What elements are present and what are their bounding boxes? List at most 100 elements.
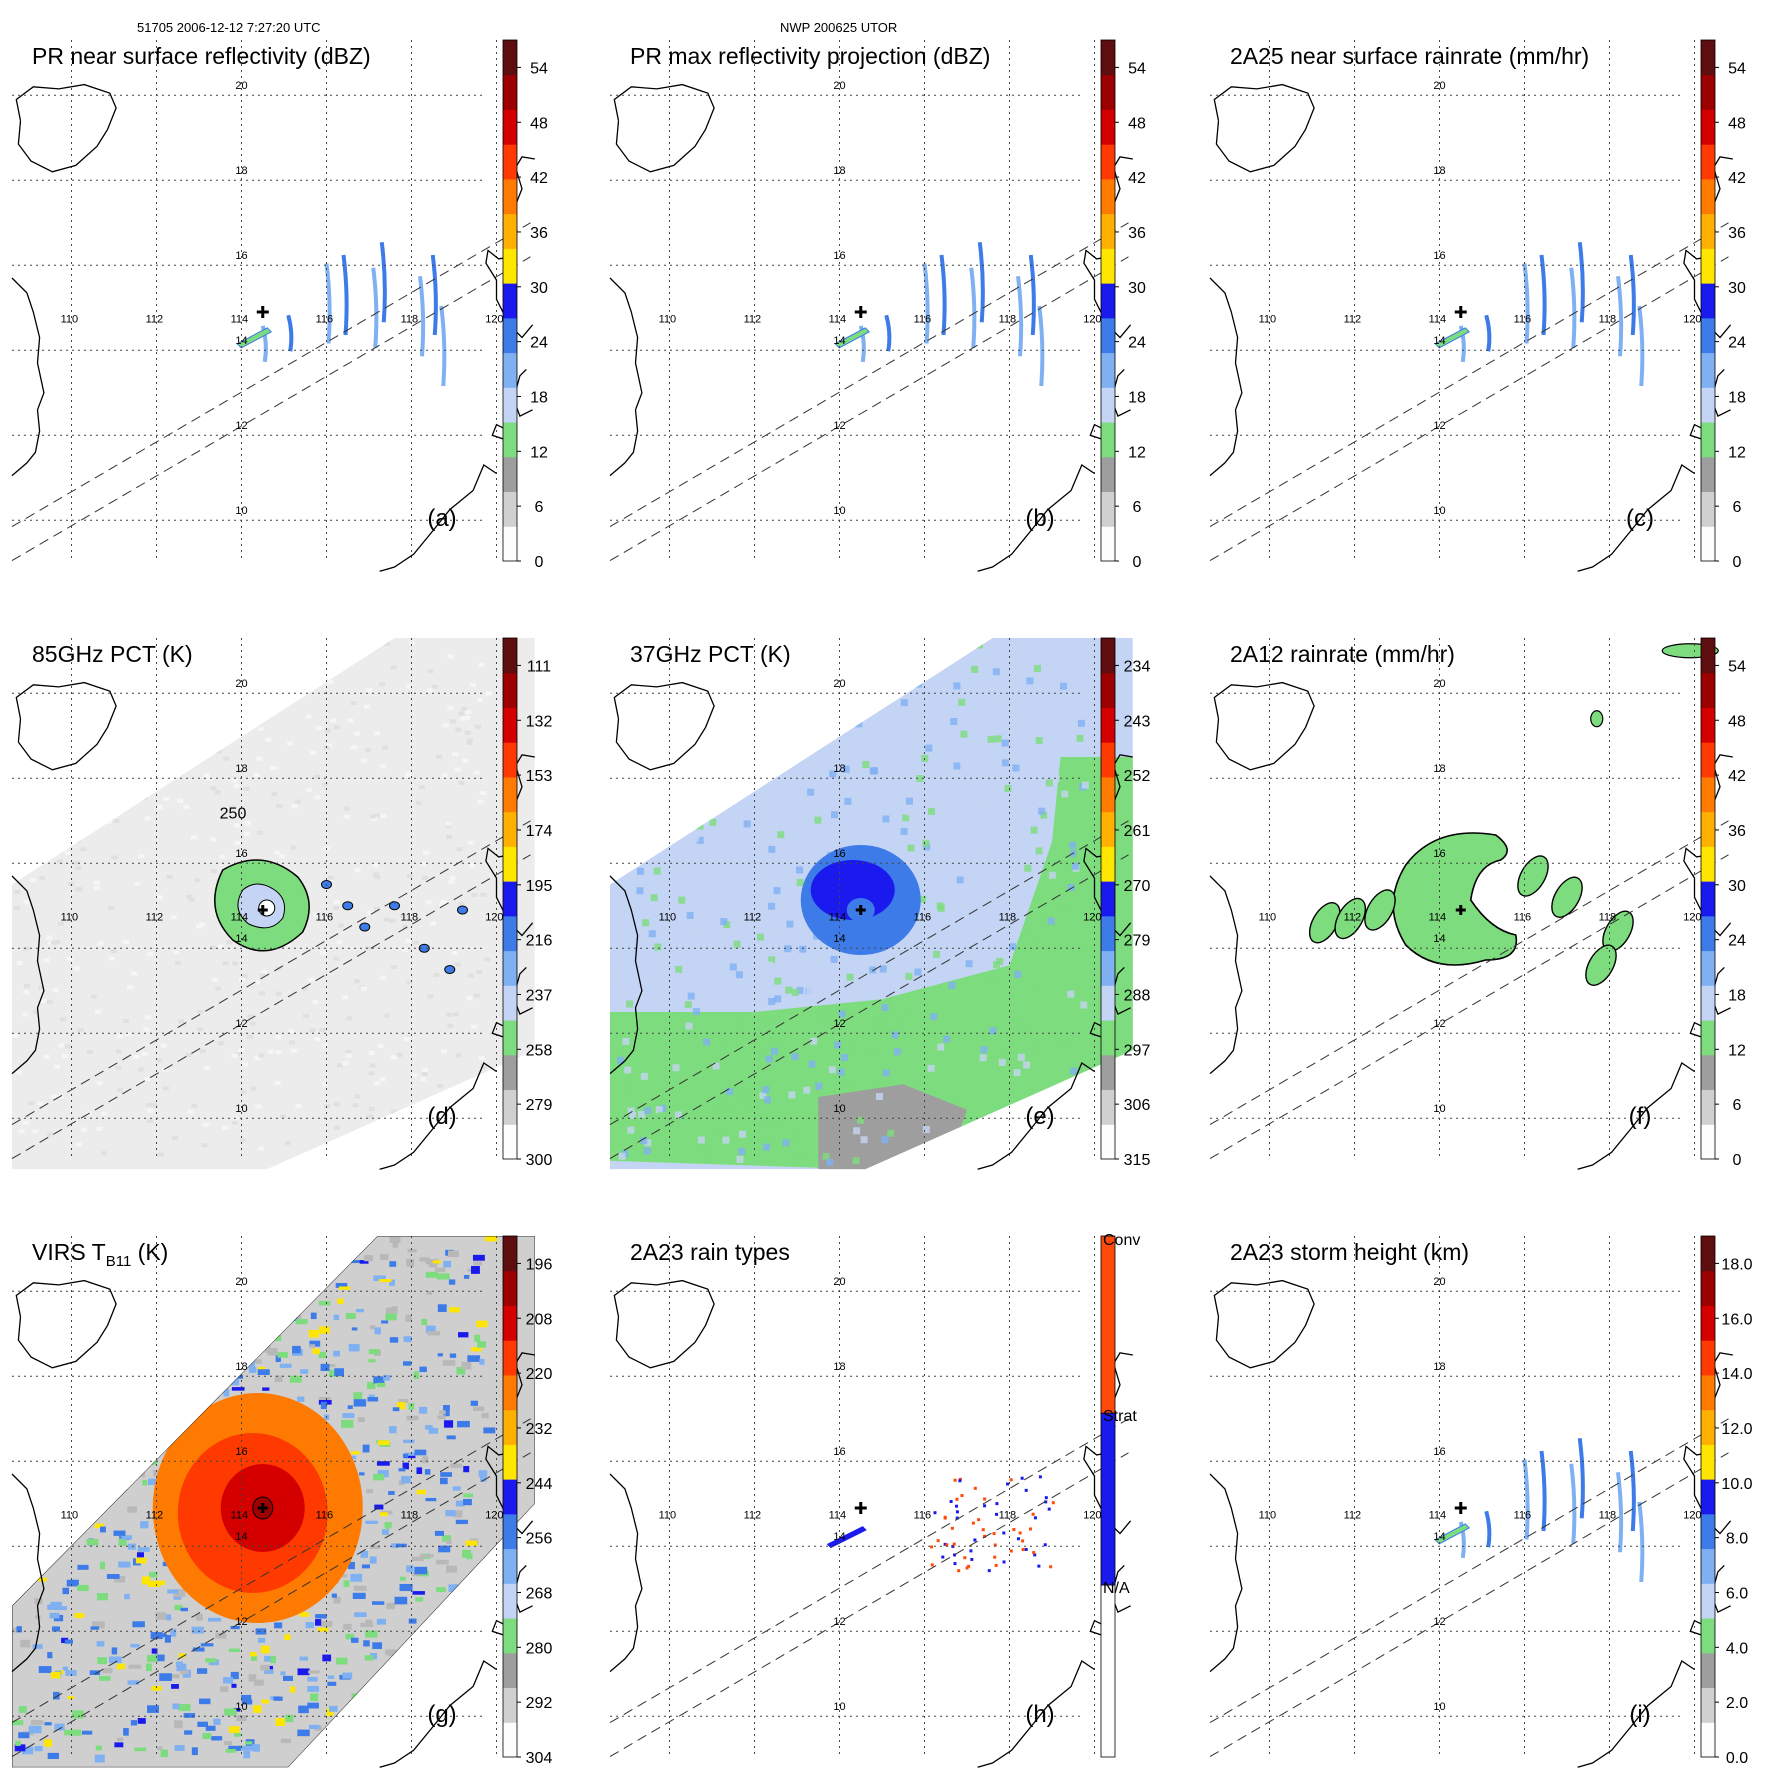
pct85-pixel [144, 791, 151, 796]
virs-pixel [309, 1340, 321, 1347]
pct85-pixel [374, 731, 381, 736]
virs-pixel [38, 1666, 52, 1673]
vietnam-coastline [609, 277, 643, 477]
panel-letter: (f) [1629, 1103, 1652, 1130]
virs-pixel [223, 1388, 230, 1397]
pct37-pixel [640, 838, 648, 846]
rain-type-pixel [993, 1555, 997, 1559]
colorbar-tick-label: 292 [526, 1695, 553, 1712]
virs-pixel [334, 1740, 344, 1744]
colorbar-swatch [503, 881, 517, 917]
pct37-pixel [890, 1157, 898, 1165]
virs-pixel [396, 1402, 406, 1410]
pct37-pixel [1033, 664, 1041, 672]
virs-pixel [108, 1236, 115, 1245]
pct85-pixel [173, 950, 180, 955]
virs-pixel [426, 1291, 433, 1295]
pct37-pixel [900, 827, 908, 835]
pct37-pixel [733, 940, 741, 948]
pct85-pixel [336, 940, 343, 945]
pct85-pixel [123, 939, 130, 944]
virs-pixel [277, 1352, 289, 1358]
virs-pixel [140, 1521, 149, 1529]
longitude-label: 110 [659, 1510, 677, 1522]
pct85-pixel [144, 1077, 151, 1082]
colorbar-swatch [1701, 317, 1715, 354]
pr-rain-band [379, 242, 387, 323]
rain-type-pixel [955, 1510, 959, 1514]
virs-pixel [463, 1591, 476, 1596]
pct37-pixel [1040, 811, 1048, 819]
virs-pixel [114, 1742, 124, 1748]
pct37-pixel [821, 697, 829, 705]
virs-pixel [30, 1565, 38, 1570]
virs-pixel [118, 1561, 131, 1568]
pct85-pixel [405, 772, 412, 777]
hainan-coastline [15, 681, 117, 771]
pct37-pixel [819, 1013, 827, 1021]
pct85-pixel [421, 1071, 428, 1076]
panel-title-subscript: B11 [106, 1253, 132, 1270]
colorbar-swatch [1701, 1479, 1715, 1515]
virs-pixel [48, 1520, 60, 1526]
pct85-pixel [427, 669, 434, 674]
vietnam-coastline [1209, 875, 1243, 1075]
colorbar-tick-label: 12 [1728, 444, 1746, 461]
virs-pixel [230, 1671, 239, 1680]
virs-pixel [244, 1741, 253, 1745]
pct37-pixel [611, 803, 619, 811]
pr-swath-edge-lower [11, 256, 531, 562]
virs-pixel [127, 1385, 136, 1391]
pct37-pixel [640, 1072, 648, 1080]
pct37-pixel [726, 1088, 734, 1096]
virs-pixel [461, 1361, 472, 1370]
virs-pixel [90, 1626, 99, 1630]
virs-pixel [374, 1504, 384, 1510]
virs-pixel [467, 1746, 477, 1753]
pct85-pixel [415, 801, 422, 806]
pct37-pixel [899, 1018, 907, 1026]
pct85-pixel [473, 993, 480, 998]
virs-pixel [90, 1374, 99, 1382]
colorbar-tick-label: 10.0 [1721, 1476, 1752, 1493]
colorbar-tick-label: 36 [1728, 225, 1746, 242]
virs-pixel [310, 1312, 317, 1320]
virs-pixel [119, 1382, 133, 1389]
virs-pixel [91, 1484, 99, 1489]
pct85-pixel [354, 1094, 361, 1099]
virs-pixel [243, 1750, 251, 1759]
virs-pixel [62, 1341, 75, 1347]
virs-pixel [419, 1406, 428, 1414]
latitude-label: 16 [1433, 250, 1445, 262]
pct37-pixel [869, 966, 877, 974]
virs-pixel [452, 1486, 461, 1491]
pct37-pixel [991, 976, 999, 984]
pct85-pixel [429, 921, 436, 926]
virs-pixel [205, 1725, 216, 1731]
colorbar-swatch [1701, 422, 1715, 458]
pct37-pixel [674, 1111, 682, 1119]
pct85-pixel [156, 1058, 163, 1063]
panel-letter: (h) [1025, 1701, 1054, 1728]
pct85-pixel [43, 1054, 50, 1059]
colorbar-swatch [1101, 283, 1115, 319]
rain-type-pixel [977, 1518, 981, 1522]
virs-pixel [380, 1733, 390, 1739]
panel-title: 2A25 near surface rainrate (mm/hr) [1230, 43, 1589, 69]
colorbar-tick-label: 243 [1124, 713, 1151, 730]
pct85-pixel [403, 1037, 410, 1042]
colorbar-swatch [1701, 811, 1715, 847]
pct85-pixel [379, 1077, 386, 1082]
pct85-pixel [440, 899, 447, 904]
colorbar-swatch [1701, 846, 1715, 882]
pct85-pixel [108, 906, 115, 911]
pct85-pixel [95, 1009, 102, 1014]
pct37-pixel [759, 797, 767, 805]
virs-pixel [431, 1683, 443, 1691]
pct37-pixel [763, 1096, 771, 1104]
colorbar-tick-label: 30 [1128, 280, 1146, 297]
pct85-pixel [379, 682, 386, 687]
